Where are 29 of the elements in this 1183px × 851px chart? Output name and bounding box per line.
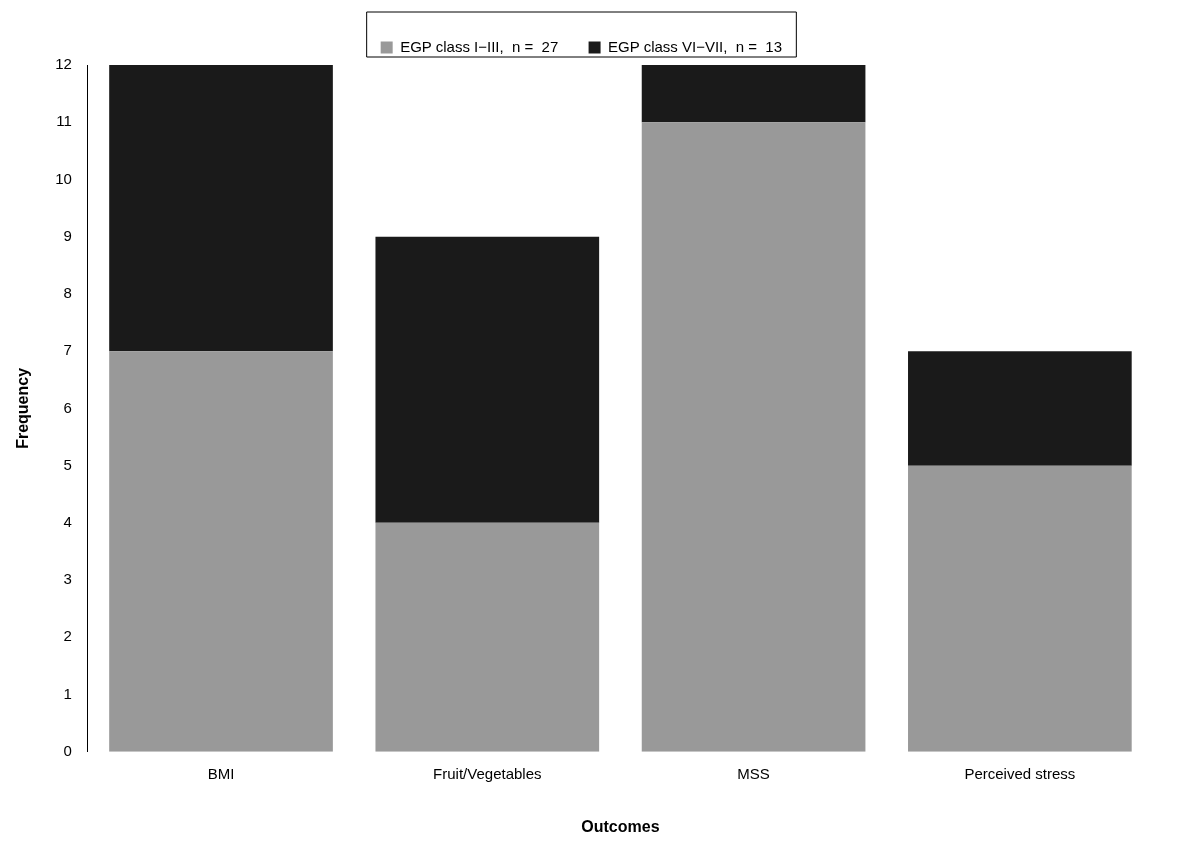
bar [109, 351, 333, 752]
bar [908, 351, 1132, 466]
y-tick-label: 12 [55, 55, 72, 73]
y-tick-label: 11 [56, 112, 72, 130]
y-tick-label: 2 [63, 627, 72, 645]
x-tick-label: MSS [737, 764, 770, 782]
y-axis-title: Frequency [14, 367, 32, 449]
y-tick-label: 0 [63, 741, 72, 759]
y-tick-label: 6 [63, 398, 72, 416]
x-axis-title: Outcomes [581, 817, 660, 835]
bar [375, 522, 600, 752]
bar [109, 65, 333, 352]
y-tick-label: 9 [63, 226, 72, 244]
bar [375, 236, 600, 523]
legend-label: EGP class I−III, n = 27 [400, 37, 559, 55]
y-tick-label: 5 [63, 455, 72, 473]
x-tick-label: Fruit/Vegetables [433, 764, 542, 782]
bar [908, 465, 1132, 752]
y-tick-label: 10 [55, 169, 72, 187]
legend-label: EGP class VI−VII, n = 13 [608, 37, 783, 55]
y-tick-label: 7 [63, 341, 72, 359]
y-tick-label: 4 [63, 513, 72, 531]
bar [641, 65, 866, 123]
bar [641, 122, 866, 752]
x-tick-label: BMI [207, 764, 235, 782]
x-tick-label: Perceived stress [964, 764, 1076, 782]
y-tick-label: 1 [63, 684, 72, 702]
y-tick-label: 8 [63, 284, 72, 302]
y-tick-label: 3 [63, 570, 72, 588]
